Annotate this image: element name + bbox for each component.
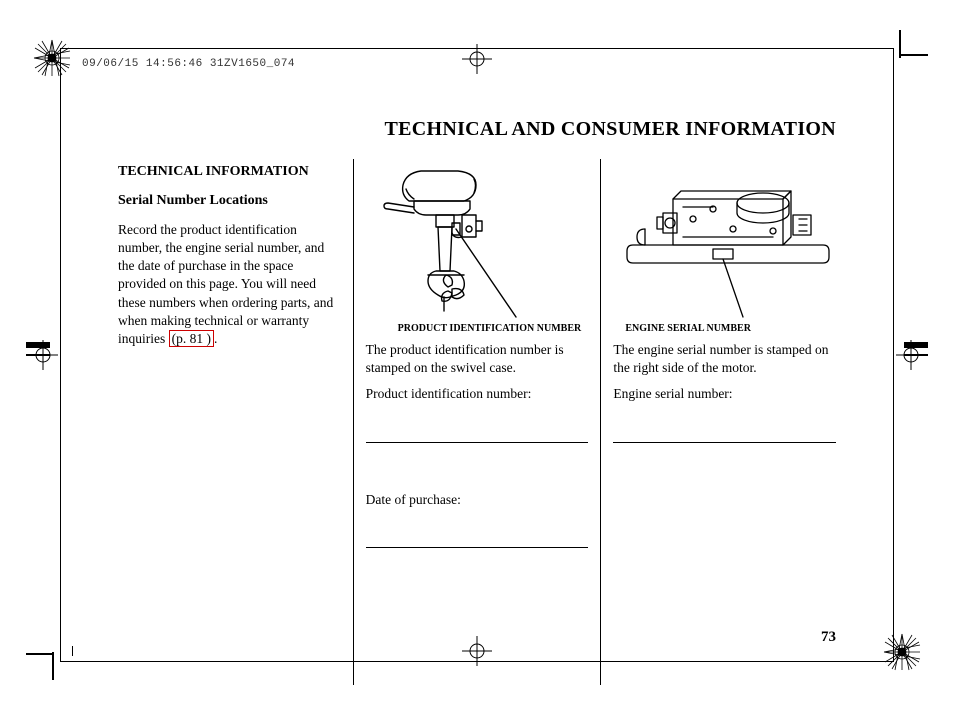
pin-field-line <box>366 412 589 443</box>
section-heading: TECHNICAL INFORMATION <box>118 163 341 182</box>
trim-mark <box>26 653 54 656</box>
trim-bar <box>904 354 928 356</box>
columns: TECHNICAL INFORMATION Serial Number Loca… <box>118 159 836 685</box>
page-number: 73 <box>821 629 836 646</box>
print-timestamp: 09/06/15 14:56:46 31ZV1650_074 <box>82 58 295 70</box>
registration-mark-top-left <box>32 38 72 78</box>
column-right: ENGINE SERIAL NUMBER The engine serial n… <box>600 159 836 685</box>
esn-description: The engine serial number is stamped on t… <box>613 341 836 377</box>
trim-mark <box>900 54 928 57</box>
figure-engine-block <box>613 159 836 319</box>
pin-field-label: Product identification number: <box>366 385 589 403</box>
figure-caption-pin: PRODUCT IDENTIFICATION NUMBER <box>366 323 589 335</box>
column-middle: PRODUCT IDENTIFICATION NUMBER The produc… <box>353 159 601 685</box>
figure-outboard-motor <box>366 159 589 319</box>
pin-description: The product identification number is sta… <box>366 341 589 377</box>
date-field-label: Date of purchase: <box>366 491 589 509</box>
intro-text: Record the product identification number… <box>118 222 333 346</box>
esn-field-label: Engine serial number: <box>613 385 836 403</box>
trim-bar <box>904 342 928 348</box>
registration-mark-bottom-right <box>882 632 922 672</box>
page-title: TECHNICAL AND CONSUMER INFORMATION <box>118 118 836 141</box>
esn-field-line <box>613 412 836 443</box>
content-area: TECHNICAL AND CONSUMER INFORMATION TECHN… <box>118 118 836 620</box>
trim-bar <box>26 342 50 348</box>
column-left: TECHNICAL INFORMATION Serial Number Loca… <box>118 159 353 685</box>
crosshair-top <box>462 44 492 74</box>
trim-bar <box>26 354 50 356</box>
trim-mark <box>72 646 85 656</box>
date-field-line <box>366 517 589 548</box>
figure-caption-esn: ENGINE SERIAL NUMBER <box>613 323 836 335</box>
intro-tail: . <box>214 331 217 346</box>
trim-mark <box>52 652 55 680</box>
section-subheading: Serial Number Locations <box>118 192 341 211</box>
page-reference-link[interactable]: (p. 81 ) <box>169 330 214 347</box>
intro-paragraph: Record the product identification number… <box>118 221 341 349</box>
